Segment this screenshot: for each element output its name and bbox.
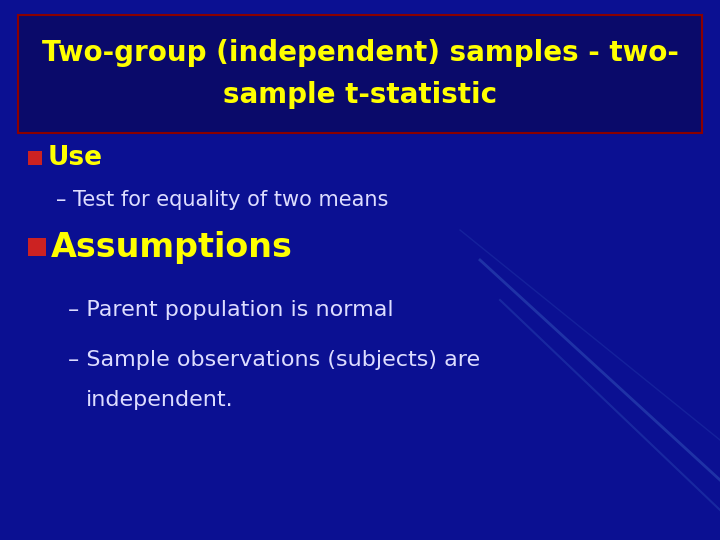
Text: Two-group (independent) samples - two-: Two-group (independent) samples - two- [42,39,678,67]
Text: – Test for equality of two means: – Test for equality of two means [56,190,388,210]
Bar [18,15,702,133]
Text: sample t-statistic: sample t-statistic [223,81,497,109]
Bar [28,238,46,256]
Text: Assumptions: Assumptions [51,231,293,264]
Text: Use: Use [48,145,103,171]
Text: – Parent population is normal: – Parent population is normal [68,300,394,320]
Bar [28,151,42,165]
Text: – Sample observations (subjects) are: – Sample observations (subjects) are [68,350,480,370]
Text: independent.: independent. [86,390,233,410]
